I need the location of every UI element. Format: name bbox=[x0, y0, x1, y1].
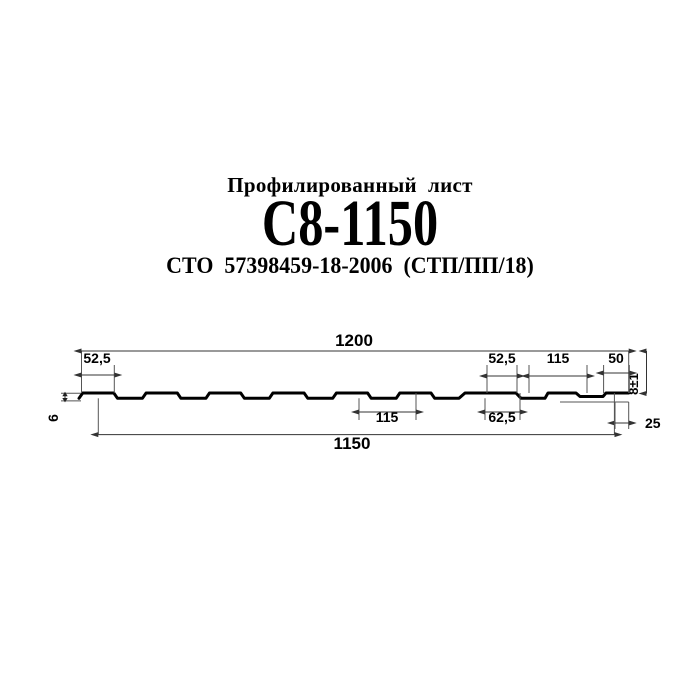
svg-text:115: 115 bbox=[376, 409, 399, 425]
svg-text:52,5: 52,5 bbox=[83, 350, 110, 366]
svg-text:8±1: 8±1 bbox=[626, 373, 641, 395]
svg-text:52,5: 52,5 bbox=[488, 350, 515, 366]
svg-text:25: 25 bbox=[645, 415, 661, 431]
svg-text:115: 115 bbox=[547, 350, 570, 366]
svg-text:50: 50 bbox=[608, 350, 624, 366]
svg-text:1200: 1200 bbox=[335, 331, 373, 350]
svg-text:62,5: 62,5 bbox=[488, 409, 515, 425]
svg-text:1150: 1150 bbox=[334, 434, 371, 453]
svg-text:6: 6 bbox=[45, 414, 61, 422]
